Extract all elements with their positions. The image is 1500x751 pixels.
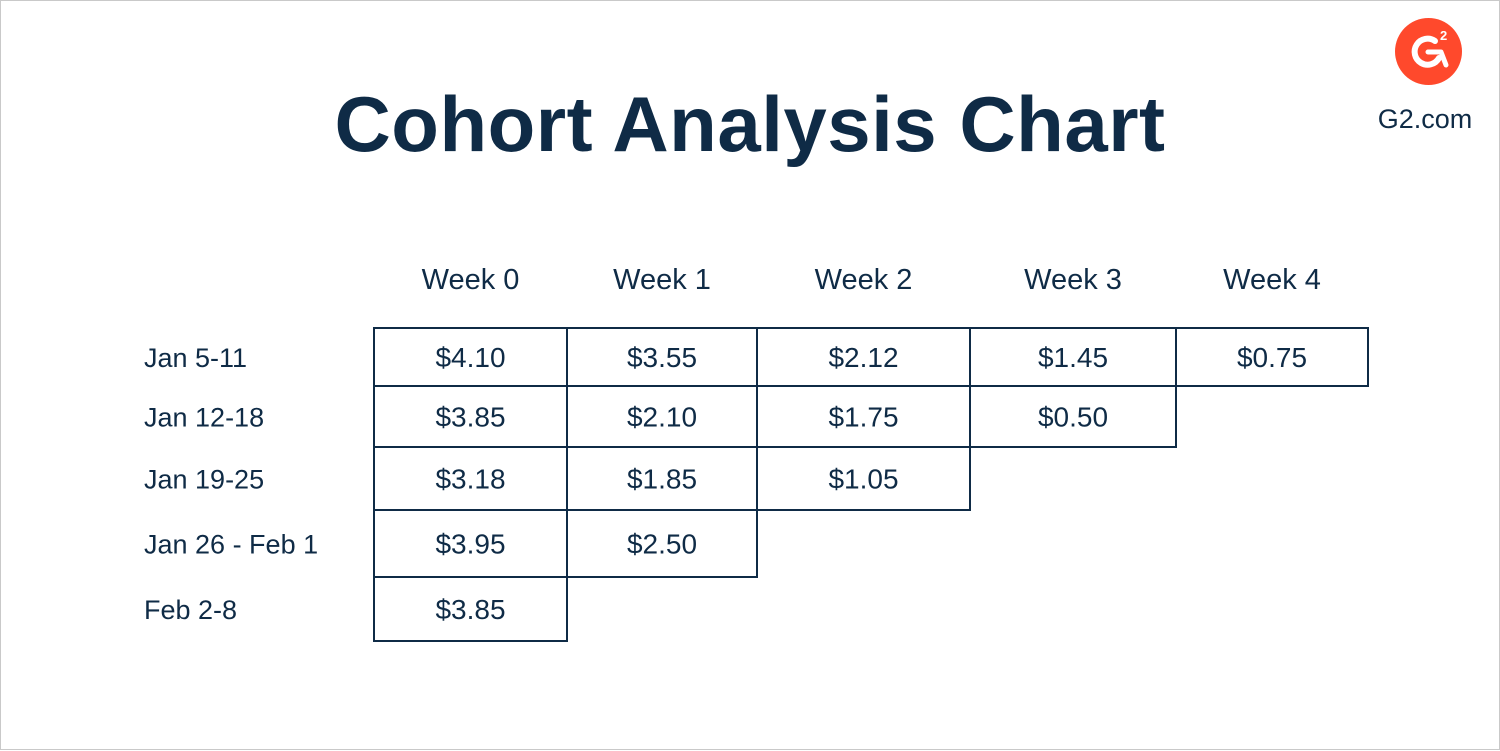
g2-logo-icon: 2 [1395,18,1462,85]
cell-value: $1.75 [828,402,898,433]
row-label: Jan 19-25 [144,465,264,495]
brand-text[interactable]: G2.com [1377,104,1473,134]
cell-value: $1.85 [627,464,697,495]
column-header: Week 0 [422,264,520,296]
cell-value: $3.85 [435,594,505,625]
cell-value: $3.18 [435,464,505,495]
column-header: Week 4 [1223,264,1321,296]
cell-value: $1.05 [828,464,898,495]
table-cell [1175,327,1369,387]
cell-value: $2.12 [828,342,898,373]
cell-value: $2.10 [627,402,697,433]
row-label: Feb 2-8 [144,595,237,625]
table-cell [969,385,1177,448]
cell-value: $0.75 [1237,342,1307,373]
column-header: Week 1 [613,264,711,296]
cell-value: $2.50 [627,529,697,560]
row-label: Jan 12-18 [144,403,264,433]
table-cell [566,509,758,578]
row-label: Jan 5-11 [144,343,247,373]
cell-value: $4.10 [435,342,505,373]
column-header: Week 3 [1024,264,1122,296]
table-cell [373,576,568,642]
cell-value: $3.95 [435,529,505,560]
column-header: Week 2 [815,264,913,296]
cell-value: $0.50 [1038,402,1108,433]
chart-title: Cohort Analysis Chart [334,80,1166,168]
row-label: Jan 26 - Feb 1 [144,530,318,560]
table-cell [756,446,971,511]
svg-text:2: 2 [1440,28,1447,43]
cell-value: $3.85 [435,402,505,433]
cell-value: $1.45 [1038,342,1108,373]
cell-value: $3.55 [627,342,697,373]
